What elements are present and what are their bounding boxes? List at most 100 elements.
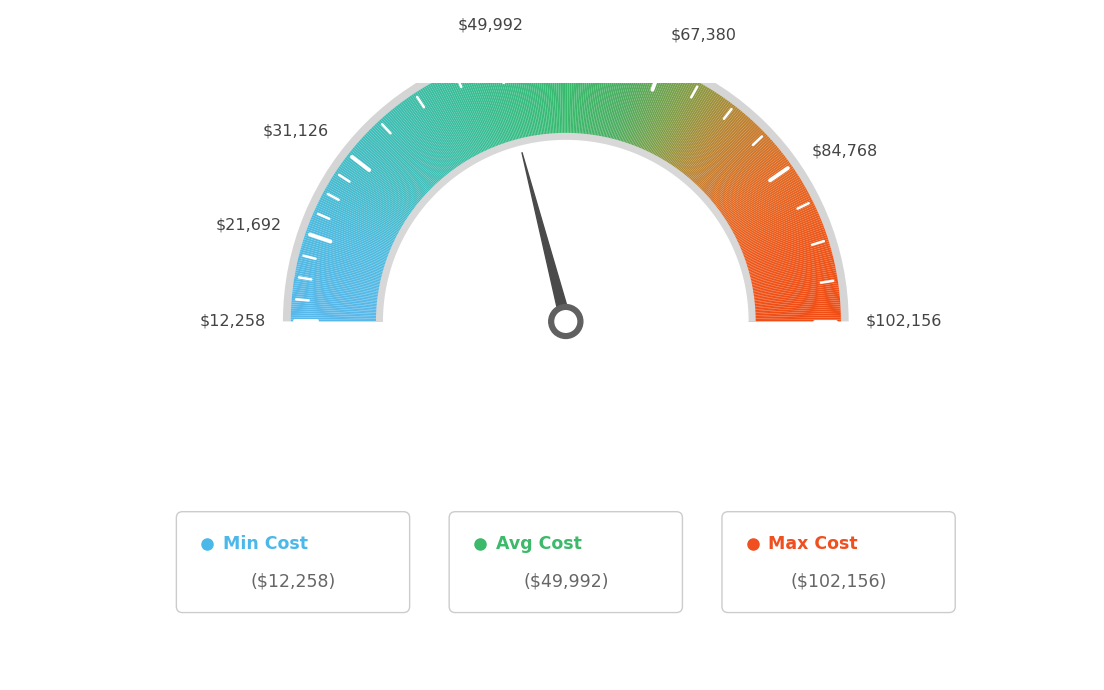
Wedge shape	[664, 90, 715, 170]
Wedge shape	[432, 82, 478, 164]
Wedge shape	[364, 135, 433, 199]
Wedge shape	[418, 90, 469, 169]
Wedge shape	[592, 51, 607, 143]
Wedge shape	[707, 147, 779, 207]
Wedge shape	[382, 117, 445, 187]
Wedge shape	[646, 76, 689, 159]
Wedge shape	[680, 108, 740, 181]
Wedge shape	[726, 192, 809, 237]
Wedge shape	[705, 146, 778, 206]
Wedge shape	[626, 63, 659, 151]
Wedge shape	[302, 239, 392, 268]
Wedge shape	[739, 237, 828, 267]
Wedge shape	[491, 58, 518, 148]
Wedge shape	[283, 41, 849, 322]
Wedge shape	[295, 273, 386, 290]
Wedge shape	[369, 130, 436, 195]
Wedge shape	[311, 215, 399, 253]
Wedge shape	[619, 60, 649, 149]
Wedge shape	[314, 211, 400, 250]
Wedge shape	[361, 137, 431, 201]
Wedge shape	[711, 156, 786, 213]
Wedge shape	[620, 61, 651, 150]
Wedge shape	[399, 103, 456, 177]
Wedge shape	[347, 154, 422, 212]
Wedge shape	[743, 255, 834, 279]
Wedge shape	[747, 298, 840, 307]
Wedge shape	[724, 188, 807, 235]
Wedge shape	[746, 289, 839, 302]
Wedge shape	[294, 281, 385, 296]
Wedge shape	[457, 70, 495, 155]
Wedge shape	[634, 68, 671, 155]
Wedge shape	[549, 48, 555, 141]
Wedge shape	[519, 52, 535, 144]
Wedge shape	[678, 106, 736, 179]
Wedge shape	[724, 186, 806, 233]
Wedge shape	[729, 199, 813, 242]
Wedge shape	[574, 48, 581, 141]
Wedge shape	[617, 59, 645, 148]
Wedge shape	[747, 300, 840, 308]
Wedge shape	[558, 48, 562, 141]
Wedge shape	[746, 285, 839, 299]
Wedge shape	[379, 119, 443, 188]
Wedge shape	[468, 65, 502, 152]
Wedge shape	[328, 182, 410, 230]
Wedge shape	[439, 78, 484, 161]
Wedge shape	[604, 55, 626, 145]
Wedge shape	[720, 175, 799, 226]
Wedge shape	[460, 68, 498, 155]
Wedge shape	[294, 279, 386, 295]
Wedge shape	[307, 227, 395, 260]
Wedge shape	[384, 115, 446, 186]
Wedge shape	[615, 59, 643, 148]
Wedge shape	[426, 85, 475, 166]
Wedge shape	[440, 77, 485, 160]
Wedge shape	[690, 122, 756, 190]
Wedge shape	[312, 213, 399, 251]
Text: Max Cost: Max Cost	[768, 535, 858, 553]
Wedge shape	[637, 70, 675, 155]
Wedge shape	[317, 203, 402, 244]
Wedge shape	[730, 203, 815, 244]
Wedge shape	[335, 171, 414, 224]
Wedge shape	[688, 118, 751, 188]
Wedge shape	[506, 55, 528, 145]
Wedge shape	[306, 231, 394, 263]
Wedge shape	[746, 281, 838, 296]
Wedge shape	[294, 283, 385, 297]
Wedge shape	[647, 77, 691, 160]
Wedge shape	[302, 241, 392, 270]
Wedge shape	[698, 132, 766, 197]
Wedge shape	[389, 111, 449, 183]
Wedge shape	[576, 48, 583, 141]
Wedge shape	[745, 270, 837, 289]
Wedge shape	[593, 51, 608, 143]
Wedge shape	[360, 139, 431, 202]
Wedge shape	[722, 181, 803, 229]
Wedge shape	[730, 201, 814, 243]
Wedge shape	[291, 304, 384, 312]
Wedge shape	[734, 217, 820, 253]
Text: ($102,156): ($102,156)	[790, 573, 887, 591]
Wedge shape	[694, 128, 762, 195]
Wedge shape	[325, 188, 407, 235]
Wedge shape	[701, 139, 772, 202]
Wedge shape	[479, 61, 510, 150]
Wedge shape	[316, 205, 401, 246]
Wedge shape	[683, 112, 744, 184]
Wedge shape	[572, 48, 576, 141]
Wedge shape	[570, 48, 574, 141]
Wedge shape	[298, 257, 389, 281]
Wedge shape	[341, 163, 417, 217]
Wedge shape	[371, 127, 438, 194]
Wedge shape	[323, 190, 406, 235]
Wedge shape	[343, 159, 420, 215]
Wedge shape	[290, 310, 384, 316]
Wedge shape	[470, 64, 505, 152]
Wedge shape	[336, 170, 414, 222]
Wedge shape	[529, 50, 543, 142]
Wedge shape	[305, 233, 393, 264]
Wedge shape	[300, 249, 390, 275]
